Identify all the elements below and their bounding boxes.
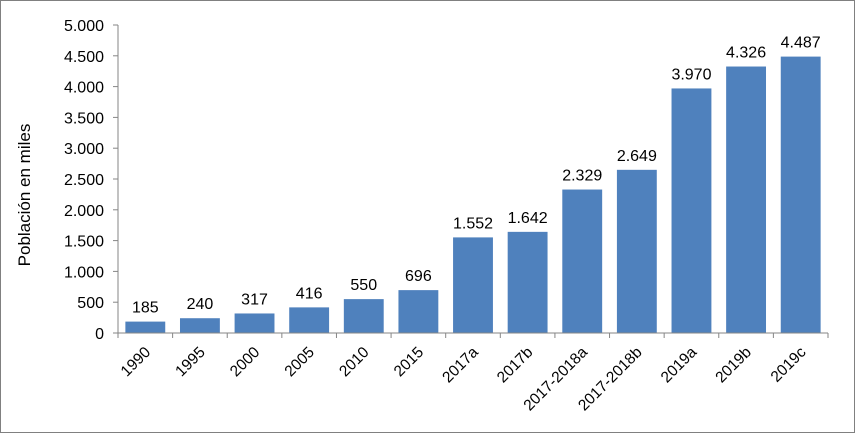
- x-tick-label: 2010: [336, 344, 373, 381]
- bar: [125, 321, 166, 333]
- data-label: 1.552: [453, 215, 493, 232]
- data-label: 4.487: [781, 35, 821, 52]
- data-label: 4.326: [726, 45, 766, 62]
- axes-group: [117, 25, 828, 334]
- y-tick-label: 5.000: [64, 18, 104, 35]
- y-tick-label: 4.500: [64, 49, 104, 66]
- bar: [234, 313, 275, 333]
- y-tick-label: 500: [77, 295, 104, 312]
- x-tick-label: 2019a: [658, 344, 701, 387]
- bar: [562, 189, 603, 333]
- x-tick-label: 2019b: [712, 344, 755, 387]
- y-tick-label: 4.000: [64, 80, 104, 97]
- bar: [726, 66, 767, 333]
- x-tick-label: 2005: [282, 344, 318, 380]
- y-tick-label: 2.500: [64, 172, 104, 189]
- data-label: 696: [405, 268, 432, 285]
- x-tick-label: 1990: [118, 344, 155, 381]
- x-tick-label: 2015: [391, 344, 427, 380]
- y-tick-label: 1.000: [64, 264, 104, 281]
- y-tick-label: 3.500: [64, 110, 104, 127]
- data-label: 240: [187, 296, 214, 313]
- data-label: 2.329: [562, 168, 602, 185]
- x-tick-label: 2019c: [768, 344, 810, 386]
- y-axis-title: Población en miles: [15, 124, 34, 267]
- x-tick-label: 2017a: [439, 344, 482, 387]
- x-axis-ticks: 1990 1995 2000 2005 2010 2015 2017a 2017b2017-2…: [117, 333, 829, 414]
- x-tick-label: 1995: [172, 344, 208, 380]
- bar: [179, 318, 220, 333]
- y-tick-label: 3.000: [64, 141, 104, 158]
- bar: [616, 169, 657, 333]
- data-label: 1.642: [508, 210, 548, 227]
- bar: [453, 237, 493, 333]
- data-label: 185: [132, 300, 159, 317]
- data-labels-group: 185 240 317 416 550 696 1.552 1.642 2.329 2.649 3.…: [132, 35, 821, 317]
- bar: [398, 290, 439, 333]
- bar: [507, 231, 548, 333]
- bar: [780, 56, 821, 333]
- bar: [343, 299, 384, 333]
- data-label: 416: [296, 285, 323, 302]
- y-tick-label: 2.000: [64, 203, 104, 220]
- data-label: 3.970: [671, 66, 711, 83]
- y-axis-ticks: 0 500 1.000 1.500 2.000 2.500 3.000 3.500 4.000 4…: [64, 18, 118, 343]
- x-tick-label: 2017b: [494, 344, 537, 387]
- data-label: 550: [350, 277, 377, 294]
- data-label: 317: [241, 291, 268, 308]
- bar: [289, 307, 330, 333]
- x-tick-label: 2000: [227, 344, 264, 381]
- y-tick-label: 0: [95, 326, 104, 343]
- y-tick-label: 1.500: [64, 234, 104, 251]
- data-label: 2.649: [617, 148, 657, 165]
- bars-group: [125, 56, 821, 333]
- bar: [671, 88, 712, 333]
